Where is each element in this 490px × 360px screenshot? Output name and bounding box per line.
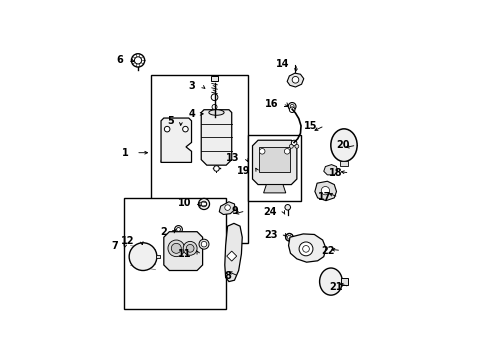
Circle shape (129, 243, 157, 270)
Text: 11: 11 (178, 249, 192, 259)
Polygon shape (324, 165, 338, 175)
Text: 8: 8 (225, 271, 232, 281)
Circle shape (172, 243, 181, 253)
Text: 2: 2 (160, 227, 167, 237)
Bar (342, 278, 347, 285)
Text: 17: 17 (318, 192, 332, 202)
Bar (248, 135, 301, 201)
Circle shape (288, 103, 296, 110)
Bar (151, 75, 248, 243)
Circle shape (292, 140, 297, 146)
Text: 16: 16 (266, 99, 279, 109)
Circle shape (186, 244, 194, 252)
Text: 6: 6 (117, 55, 123, 65)
Polygon shape (225, 223, 242, 282)
Circle shape (299, 242, 313, 256)
Circle shape (214, 166, 219, 171)
Ellipse shape (319, 268, 343, 295)
Text: 21: 21 (329, 282, 343, 292)
Polygon shape (289, 234, 326, 262)
Circle shape (199, 239, 209, 249)
Text: 14: 14 (276, 59, 290, 69)
Circle shape (164, 126, 170, 132)
Text: 5: 5 (167, 116, 174, 126)
Circle shape (290, 104, 294, 108)
Circle shape (259, 149, 265, 154)
Text: 9: 9 (232, 206, 239, 216)
Circle shape (290, 107, 295, 112)
Bar (340, 161, 348, 166)
Circle shape (201, 201, 207, 207)
Polygon shape (161, 118, 192, 162)
Circle shape (134, 57, 142, 64)
Polygon shape (287, 73, 304, 87)
Text: 24: 24 (263, 207, 277, 217)
Circle shape (285, 204, 291, 210)
Circle shape (131, 54, 145, 67)
Circle shape (321, 186, 330, 195)
Text: 7: 7 (111, 240, 118, 251)
Text: 18: 18 (329, 168, 343, 178)
Polygon shape (315, 181, 337, 201)
Bar (123, 198, 226, 309)
Text: 23: 23 (265, 230, 278, 240)
Circle shape (201, 242, 207, 247)
Text: 22: 22 (321, 246, 334, 256)
Circle shape (176, 228, 180, 231)
Text: 12: 12 (121, 237, 135, 246)
Circle shape (286, 233, 293, 241)
Polygon shape (252, 140, 297, 185)
Text: 15: 15 (304, 121, 318, 131)
Text: 10: 10 (178, 198, 192, 208)
Ellipse shape (209, 110, 224, 115)
Polygon shape (264, 185, 286, 193)
Circle shape (198, 198, 210, 210)
Circle shape (168, 240, 185, 257)
Circle shape (183, 126, 188, 132)
Polygon shape (164, 232, 203, 270)
Polygon shape (219, 202, 235, 215)
Circle shape (211, 94, 218, 100)
Circle shape (174, 226, 182, 233)
Polygon shape (227, 251, 237, 261)
Text: 13: 13 (226, 153, 240, 163)
Bar (211, 76, 218, 81)
Bar (156, 255, 160, 258)
Circle shape (183, 242, 197, 255)
Bar (259, 147, 290, 172)
Text: 1: 1 (122, 148, 129, 158)
Text: 20: 20 (336, 140, 349, 150)
Circle shape (290, 144, 293, 148)
Circle shape (303, 246, 309, 252)
Circle shape (288, 235, 292, 239)
Text: 19: 19 (237, 166, 250, 176)
Circle shape (292, 76, 299, 83)
Circle shape (295, 144, 299, 148)
Circle shape (212, 104, 217, 109)
Circle shape (225, 205, 230, 210)
Text: 4: 4 (188, 109, 195, 119)
Circle shape (284, 149, 290, 154)
Polygon shape (201, 110, 232, 165)
Text: 3: 3 (188, 81, 195, 91)
Ellipse shape (331, 129, 357, 162)
